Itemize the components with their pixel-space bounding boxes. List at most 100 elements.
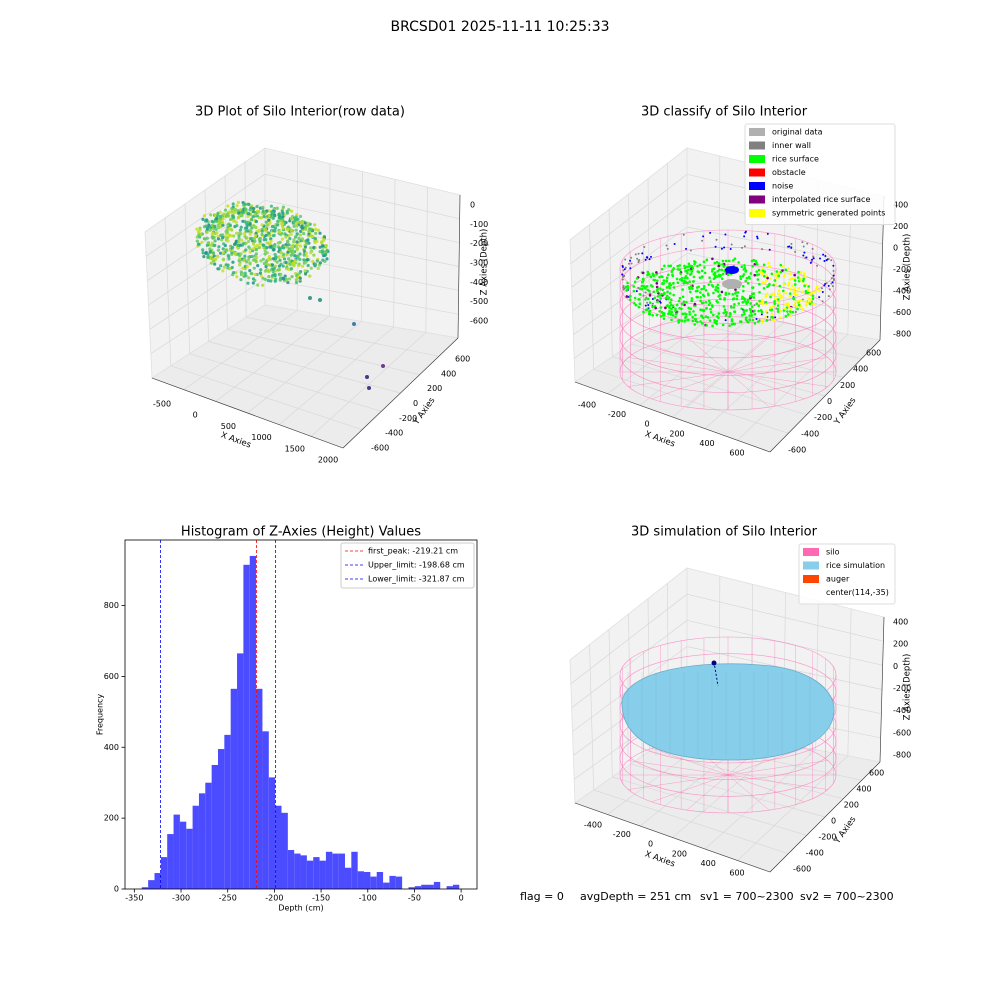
point-cloud bbox=[294, 223, 298, 227]
point-cloud bbox=[291, 251, 295, 255]
point-cloud bbox=[293, 218, 297, 222]
point-cloud bbox=[832, 264, 835, 267]
point-cloud bbox=[649, 275, 653, 279]
z-tick-label: -800 bbox=[893, 330, 911, 339]
point-cloud bbox=[832, 274, 835, 277]
point-cloud bbox=[228, 248, 232, 252]
rice-surface bbox=[621, 663, 835, 761]
point-cloud bbox=[642, 278, 645, 282]
point-cloud bbox=[644, 304, 647, 307]
point-cloud bbox=[773, 319, 777, 322]
point-cloud bbox=[675, 277, 679, 281]
point-cloud bbox=[702, 260, 706, 264]
point-cloud bbox=[803, 272, 806, 275]
point-cloud bbox=[195, 239, 199, 243]
point-cloud bbox=[261, 276, 265, 280]
point-cloud bbox=[711, 324, 714, 328]
point-cloud bbox=[797, 303, 801, 307]
point-cloud bbox=[700, 287, 703, 291]
point-cloud bbox=[289, 267, 294, 271]
point-cloud bbox=[215, 254, 220, 258]
x-tick-label: 400 bbox=[701, 859, 716, 868]
point-cloud bbox=[260, 232, 264, 237]
point-cloud bbox=[245, 223, 249, 227]
point-cloud bbox=[727, 292, 731, 295]
point-cloud bbox=[198, 235, 202, 239]
point-cloud bbox=[322, 238, 326, 242]
point-cloud bbox=[239, 238, 244, 242]
point-cloud bbox=[626, 284, 630, 288]
point-cloud bbox=[692, 275, 696, 279]
point-cloud bbox=[201, 248, 205, 252]
point-cloud bbox=[733, 303, 736, 306]
point-cloud bbox=[638, 259, 641, 262]
point-cloud bbox=[281, 252, 286, 256]
point-cloud bbox=[724, 293, 728, 296]
point-cloud bbox=[306, 238, 310, 242]
point-cloud bbox=[827, 257, 830, 260]
point-cloud bbox=[686, 276, 689, 280]
point-cloud bbox=[652, 290, 656, 294]
point-cloud bbox=[652, 274, 656, 278]
point-cloud bbox=[673, 243, 676, 246]
point-cloud bbox=[248, 261, 252, 265]
point-cloud bbox=[238, 228, 243, 232]
point-cloud bbox=[749, 296, 752, 300]
point-cloud bbox=[303, 221, 307, 225]
point-cloud bbox=[630, 256, 633, 259]
point-cloud bbox=[690, 299, 694, 303]
point-cloud bbox=[665, 276, 669, 280]
point-cloud bbox=[624, 266, 627, 269]
point-cloud bbox=[761, 267, 764, 270]
legend-label: auger bbox=[826, 575, 850, 584]
point-cloud bbox=[234, 271, 238, 275]
point-cloud bbox=[320, 251, 325, 255]
point-cloud bbox=[226, 239, 230, 243]
point-cloud bbox=[258, 271, 262, 275]
point-cloud bbox=[752, 296, 756, 299]
point-cloud bbox=[758, 319, 761, 322]
bar bbox=[300, 855, 307, 889]
point-cloud bbox=[658, 294, 662, 297]
legend-patch bbox=[803, 548, 819, 556]
point-cloud bbox=[291, 262, 295, 266]
point-cloud bbox=[777, 274, 780, 278]
y-tick-label: 200 bbox=[427, 384, 442, 393]
point-cloud bbox=[209, 261, 213, 265]
point-cloud bbox=[828, 288, 831, 291]
point-cloud bbox=[235, 275, 239, 279]
point-cloud bbox=[651, 302, 654, 305]
silo-wire bbox=[628, 760, 729, 776]
point-cloud bbox=[662, 314, 666, 317]
point-cloud bbox=[314, 227, 318, 231]
point-cloud bbox=[698, 263, 702, 267]
point-cloud bbox=[239, 270, 243, 274]
point-cloud bbox=[252, 266, 256, 270]
x-tick-label: 1500 bbox=[285, 444, 305, 453]
point-cloud bbox=[261, 209, 265, 213]
point-cloud bbox=[760, 313, 763, 316]
axis-label: Z Axies (Depth) bbox=[480, 229, 490, 296]
point-cloud bbox=[236, 200, 240, 204]
point-cloud bbox=[213, 213, 217, 218]
point-cloud bbox=[243, 226, 248, 230]
point-cloud bbox=[683, 266, 687, 270]
pane-grid bbox=[737, 755, 849, 861]
y-tick-label: -400 bbox=[385, 429, 403, 438]
point-cloud bbox=[676, 264, 680, 268]
point-cloud bbox=[222, 242, 226, 246]
point-cloud bbox=[629, 267, 632, 270]
point-cloud bbox=[668, 292, 672, 295]
point-cloud bbox=[733, 310, 736, 313]
point-cloud bbox=[233, 252, 237, 256]
point-cloud bbox=[658, 300, 661, 303]
point-cloud bbox=[693, 323, 697, 326]
point-cloud bbox=[682, 300, 686, 303]
point-cloud bbox=[779, 309, 783, 313]
point-cloud bbox=[273, 226, 277, 230]
point-cloud bbox=[255, 204, 259, 209]
point-cloud bbox=[764, 300, 768, 304]
point-cloud bbox=[644, 258, 647, 261]
point-cloud bbox=[792, 303, 796, 307]
